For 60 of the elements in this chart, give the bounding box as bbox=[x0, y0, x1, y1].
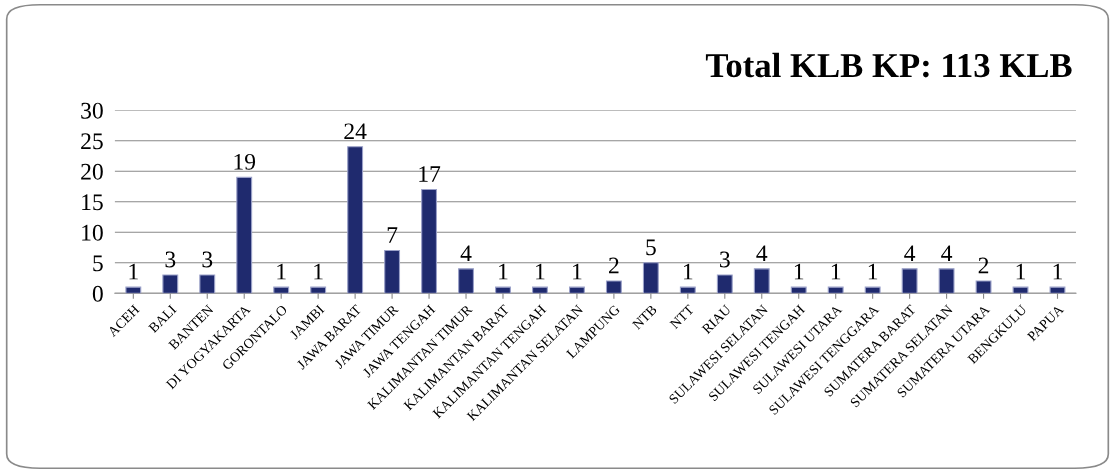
bar bbox=[1049, 286, 1066, 294]
bar bbox=[236, 176, 253, 294]
data-label: 24 bbox=[344, 123, 367, 140]
data-label: 19 bbox=[234, 153, 256, 170]
data-label: 4 bbox=[904, 245, 916, 262]
bar bbox=[827, 286, 844, 294]
data-label: 2 bbox=[609, 257, 619, 274]
y-tick-label: 30 bbox=[81, 102, 103, 119]
bar bbox=[642, 262, 659, 294]
bar bbox=[975, 280, 992, 294]
bar bbox=[384, 249, 401, 294]
data-label: 1 bbox=[1053, 263, 1062, 280]
data-label: 1 bbox=[831, 263, 841, 280]
bar bbox=[421, 188, 438, 294]
y-tick-label: 0 bbox=[92, 285, 103, 302]
bar bbox=[605, 280, 622, 294]
bar bbox=[532, 286, 548, 294]
data-label: 1 bbox=[536, 263, 545, 280]
bar bbox=[568, 286, 585, 294]
y-tick-label: 5 bbox=[93, 255, 103, 272]
data-label: 7 bbox=[387, 227, 398, 243]
y-tick-label: 20 bbox=[81, 163, 103, 180]
data-label: 1 bbox=[868, 263, 878, 280]
data-label: 1 bbox=[499, 263, 508, 280]
data-label: 4 bbox=[941, 245, 953, 262]
data-label: 2 bbox=[978, 257, 989, 274]
data-label: 1 bbox=[314, 263, 323, 280]
data-label: 3 bbox=[720, 251, 730, 268]
y-tick-label: 15 bbox=[82, 194, 103, 211]
bar bbox=[495, 286, 511, 294]
bar bbox=[125, 286, 142, 294]
bar bbox=[753, 268, 770, 294]
data-label: 1 bbox=[1016, 263, 1026, 280]
data-label: 4 bbox=[460, 245, 472, 262]
data-label: 4 bbox=[756, 245, 768, 262]
data-label: 1 bbox=[277, 263, 286, 280]
bar bbox=[901, 268, 918, 294]
bar bbox=[310, 286, 327, 294]
bar bbox=[790, 286, 807, 294]
bar bbox=[864, 286, 881, 294]
bar bbox=[273, 286, 290, 294]
chart-title: Total KLB KP: 113 KLB bbox=[705, 52, 1072, 78]
bar bbox=[162, 274, 179, 294]
bar bbox=[938, 268, 955, 294]
bar bbox=[199, 274, 216, 294]
bar bbox=[458, 268, 474, 294]
data-label: 1 bbox=[129, 263, 138, 280]
data-label: 1 bbox=[573, 263, 582, 280]
data-label: 1 bbox=[684, 263, 693, 280]
data-label: 17 bbox=[419, 166, 441, 182]
data-label: 5 bbox=[646, 239, 656, 256]
data-label: 1 bbox=[794, 263, 804, 280]
bar bbox=[347, 146, 364, 294]
y-tick-label: 10 bbox=[82, 224, 103, 241]
bar bbox=[1012, 286, 1029, 294]
data-label: 3 bbox=[202, 251, 213, 268]
bar bbox=[679, 286, 696, 294]
bar bbox=[716, 274, 733, 294]
y-tick-label: 25 bbox=[81, 133, 103, 150]
data-label: 3 bbox=[165, 251, 176, 268]
